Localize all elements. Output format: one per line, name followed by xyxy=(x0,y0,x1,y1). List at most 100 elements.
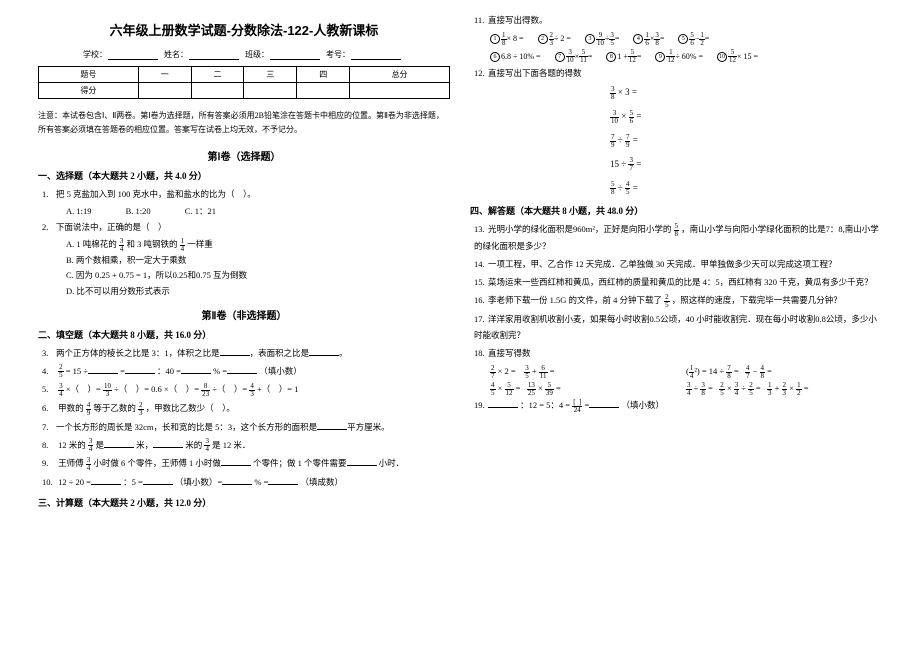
q18-grid: 27 × 2 = 35 + 611 = (14²) = 14 ÷ 78 = 47… xyxy=(470,363,882,397)
frac: 34 xyxy=(86,457,92,472)
t: ，照这样的速度，下载完毕一共需要几分钟？ xyxy=(672,295,842,305)
t: （填成数） xyxy=(300,477,343,487)
d: 4 xyxy=(88,446,94,453)
blank xyxy=(108,51,158,60)
td xyxy=(191,83,244,99)
q1-c: C. 1：21 xyxy=(185,204,216,219)
td xyxy=(244,83,297,99)
frac: 103 xyxy=(103,383,112,398)
t: 和 3 吨钢铁的 xyxy=(127,239,178,249)
note: 注意：本试卷包含Ⅰ、Ⅱ两卷。第Ⅰ卷为选择题，所有答案必须用2B铅笔涂在答题卡中相… xyxy=(38,109,450,138)
q15: 15.菜场运来一些西红柿和黄瓜，西红柿的质量和黄瓜的比是 4：5，西红柿有 32… xyxy=(470,274,882,290)
th: 四 xyxy=(297,67,350,83)
frac: 34 xyxy=(204,438,210,453)
q1: 1.把 5 克盐加入到 100 克水中，盐和盐水的比为（ ）。 xyxy=(38,186,450,202)
t: ：12 = 5：4 = xyxy=(520,400,570,410)
meta-school: 学校： xyxy=(83,50,107,59)
section-1: 第Ⅰ卷（选择题） xyxy=(38,148,450,163)
d: 4 xyxy=(58,391,64,398)
q2-b: B. 两个数相乘，积一定大于乘数 xyxy=(66,253,450,268)
q13: 13.光明小学的绿化面积是960m²，正好是向阳小学的 58 ，南山小学与向阳小… xyxy=(470,221,882,254)
q3: 3.两个正方体的棱长之比是 3：1，体积之比是，表面积之比是。 xyxy=(38,345,450,361)
t: 12 ÷ 20 = xyxy=(58,477,91,487)
t: 直接写出得数。 xyxy=(488,15,548,25)
t: 是 xyxy=(96,440,105,450)
blank xyxy=(143,476,173,485)
frac: 23 xyxy=(138,402,144,417)
t: ÷（ ）= xyxy=(212,384,247,394)
t: 一项工程，甲、乙合作 12 天完成．乙单独做 30 天完成．甲单独做多少天可以完… xyxy=(488,259,837,269)
q9: 9. 王师傅 34 小时做 6 个零件，王师傅 1 小时做 个零件；做 1 个零… xyxy=(38,455,450,472)
q17: 17.洋洋家用收割机收割小麦，如果每小时收割0.5公顷，40 小时能收割完．现在… xyxy=(470,311,882,343)
q12-eqs: 38 × 3 = 310 × 56 = 79 ÷ 79 = 15 ÷ 37 = … xyxy=(470,83,882,198)
t: （填小数） xyxy=(621,400,664,410)
frac: 43 xyxy=(249,383,255,398)
blank xyxy=(317,421,347,430)
q12: 12.直接写出下面各题的得数 xyxy=(470,65,882,81)
t: 王师傅 xyxy=(58,458,84,468)
t: 直接写出下面各题的得数 xyxy=(488,68,582,78)
frac: 34 xyxy=(119,238,125,253)
q2-opts: A. 1 吨棉花的 34 和 3 吨钢铁的 14 一样重 B. 两个数相乘，积一… xyxy=(38,237,450,298)
heading-1: 一、选择题（本大题共 2 小题，共 4.0 分） xyxy=(38,169,450,182)
t: （填小数） xyxy=(259,366,302,376)
t: +（ ）= 1 xyxy=(257,384,298,394)
t: 小时做 6 个零件，王师傅 1 小时做 xyxy=(93,458,221,468)
q2-c: C. 因为 0.25 + 0.75 = 1，所以0.25和0.75 互为倒数 xyxy=(66,268,450,283)
frac: 34 xyxy=(88,438,94,453)
q14: 14.一项工程，甲、乙合作 12 天完成．乙单独做 30 天完成．甲单独做多少天… xyxy=(470,256,882,272)
heading-3: 三、计算题（本大题共 2 小题，共 12.0 分） xyxy=(38,496,450,509)
t: 李老师下载一份 1.5G 的文件，前 4 分钟下载了 xyxy=(488,295,662,305)
t: ：40 = xyxy=(157,366,181,376)
t: 个零件；做 1 个零件需要 xyxy=(253,458,347,468)
th: 题号 xyxy=(39,67,139,83)
blank xyxy=(268,476,298,485)
q6: 6. 甲数的 49 等于乙数的 23 ，甲数比乙数少（ ）。 xyxy=(38,400,450,417)
blank xyxy=(91,476,121,485)
blank xyxy=(125,365,155,374)
q4: 4. 25 = 15 ÷ = ：40 = % = （填小数） xyxy=(38,363,450,380)
blank xyxy=(351,51,401,60)
blank xyxy=(270,51,320,60)
t: 米的 xyxy=(185,440,202,450)
t: A. 1 吨棉花的 xyxy=(66,239,117,249)
t: ，表面积之比是 xyxy=(250,348,310,358)
q2-d: D. 比不可以用分数形式表示 xyxy=(66,284,450,299)
t: 两个正方体的棱长之比是 3：1，体积之比是 xyxy=(56,348,220,358)
blank xyxy=(153,439,183,448)
q1-b: B. 1:20 xyxy=(126,204,151,219)
blank xyxy=(309,347,339,356)
q16: 16.李老师下载一份 1.5G 的文件，前 4 分钟下载了 25 ，照这样的速度… xyxy=(470,292,882,309)
t: 。 xyxy=(339,348,348,358)
t: = 15 ÷ xyxy=(66,366,88,376)
t: 甲数的 xyxy=(58,403,84,413)
t: 平方厘米。 xyxy=(347,422,390,432)
frac: 34 xyxy=(58,383,64,398)
q1-a: A. 1:19 xyxy=(66,204,92,219)
blank xyxy=(488,399,518,408)
q2: 2.下面说法中，正确的是（ ） xyxy=(38,219,450,235)
t: 小时． xyxy=(379,458,405,468)
right-column: 11.直接写出得数。 118× 8 = 223÷ 2 = 3910÷35= 41… xyxy=(460,12,892,639)
frac: 25 xyxy=(58,364,64,379)
d: 4 xyxy=(119,246,125,253)
t: ，甲数比乙数少（ ）。 xyxy=(146,403,235,413)
doc-title: 六年级上册数学试题-分数除法-122-人教新课标 xyxy=(38,20,450,39)
blank xyxy=(221,457,251,466)
q7: 7.一个长方形的周长是 32cm，长和宽的比是 5：3，这个长方形的面积是平方厘… xyxy=(38,419,450,435)
blank xyxy=(222,476,252,485)
td: 得分 xyxy=(39,83,139,99)
t: 洋洋家用收割机收割小麦，如果每小时收割0.5公顷，40 小时能收割完．现在每小时… xyxy=(474,314,877,340)
t: % = xyxy=(213,366,227,376)
d: 3 xyxy=(249,391,255,398)
left-column: 六年级上册数学试题-分数除法-122-人教新课标 学校： 姓名： 班级： 考号：… xyxy=(28,12,460,639)
q10: 10. 12 ÷ 20 = ：5 = （填小数）= % = （填成数） xyxy=(38,474,450,490)
d: 23 xyxy=(201,391,210,398)
q19: 19. ：12 = 5：4 = [ ]24 = （填小数） xyxy=(470,397,882,414)
d: 9 xyxy=(86,410,92,417)
q5: 5. 34 ×（ ）= 103 ÷（ ）= 0.6 ×（ ）= 823 ÷（ ）… xyxy=(38,381,450,398)
t: ÷（ ）= 0.6 ×（ ）= xyxy=(114,384,199,394)
d: 4 xyxy=(86,465,92,472)
td xyxy=(350,83,450,99)
th: 总分 xyxy=(350,67,450,83)
